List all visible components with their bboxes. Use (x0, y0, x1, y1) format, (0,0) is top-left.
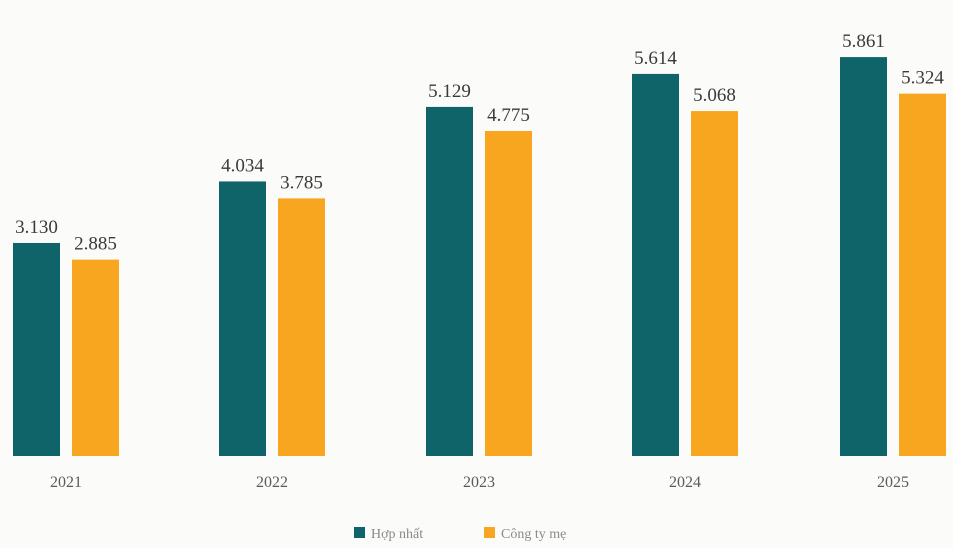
bars-layer (13, 57, 946, 457)
legend-label-cong-ty-me: Công ty mẹ (501, 527, 566, 542)
bar-cong-ty-me-2022 (278, 198, 325, 456)
data-label-cong-ty-me-2022: 3.785 (280, 172, 323, 193)
data-label-cong-ty-me-2024: 5.068 (693, 85, 736, 106)
data-label-hop-nhat-2024: 5.614 (634, 48, 677, 69)
x-tick-label-2025: 2025 (877, 474, 909, 491)
data-label-hop-nhat-2022: 4.034 (221, 155, 264, 176)
legend-swatch-cong-ty-me (484, 527, 495, 538)
bar-hop-nhat-2024 (632, 73, 679, 456)
bar-cong-ty-me-2025 (899, 93, 946, 456)
legend-swatch-hop-nhat (354, 527, 365, 538)
bar-hop-nhat-2023 (426, 106, 473, 457)
data-label-cong-ty-me-2023: 4.775 (487, 105, 530, 126)
x-tick-label-2021: 2021 (50, 474, 82, 491)
legend: Hợp nhất Công ty mẹ (354, 527, 566, 542)
bar-hop-nhat-2022 (219, 181, 266, 457)
bar-cong-ty-me-2024 (691, 111, 738, 457)
data-label-hop-nhat-2021: 3.130 (15, 217, 58, 238)
legend-label-hop-nhat: Hợp nhất (371, 527, 423, 542)
data-label-cong-ty-me-2025: 5.324 (901, 68, 944, 89)
bar-hop-nhat-2021 (13, 242, 60, 456)
data-labels-layer: 3.130 2.885 4.034 3.785 5.129 4.775 5.614 5.068… (15, 31, 944, 255)
data-label-hop-nhat-2025: 5.861 (842, 31, 885, 52)
x-axis-ticks: 2021 2022 2023 2024 2025 (50, 474, 909, 491)
x-tick-label-2023: 2023 (463, 474, 495, 491)
x-tick-label-2024: 2024 (669, 474, 701, 491)
bar-hop-nhat-2025 (840, 57, 887, 457)
bar-cong-ty-me-2021 (72, 259, 119, 456)
data-label-hop-nhat-2023: 5.129 (428, 81, 471, 102)
x-tick-label-2022: 2022 (256, 474, 288, 491)
data-label-cong-ty-me-2021: 2.885 (74, 234, 117, 255)
bar-cong-ty-me-2023 (485, 131, 532, 456)
